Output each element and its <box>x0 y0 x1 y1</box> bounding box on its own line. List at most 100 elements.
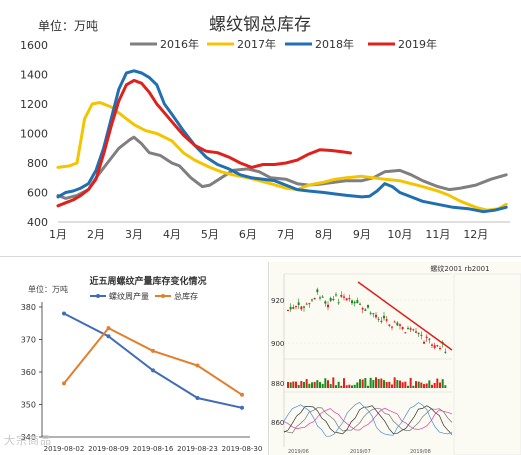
main-chart-legend: 2016年 2017年 2018年 2019年 <box>130 37 437 51</box>
indicator-line <box>283 405 453 435</box>
x-tick-label: 2019-08-30 <box>222 445 263 453</box>
candle-body <box>401 327 404 330</box>
y-tick-label: 1400 <box>20 69 48 82</box>
candle-body <box>367 305 369 308</box>
candle-body <box>439 348 441 350</box>
candle-body <box>300 306 303 310</box>
y-tick-label: 880 <box>271 380 284 388</box>
candle-body <box>391 326 393 328</box>
y-tick-label: 800 <box>27 157 48 170</box>
y-tick-label: 340 <box>21 433 36 442</box>
candle-body <box>407 327 409 329</box>
candle-body <box>337 302 340 304</box>
indicator-line <box>283 401 453 437</box>
volume-bar <box>348 384 351 388</box>
volume-bar <box>300 381 303 388</box>
volume-bar <box>295 381 297 388</box>
legend-label: 2017年 <box>237 37 276 51</box>
candle-body <box>404 332 407 334</box>
candle-body <box>396 322 399 326</box>
volume-bar <box>359 379 361 388</box>
candle-body <box>316 289 319 293</box>
stock-chart-y-axis: 920 900 880 860 <box>271 297 284 427</box>
volume-bar <box>428 380 431 388</box>
x-tick-label: 2019-08-23 <box>177 445 218 453</box>
data-point <box>195 396 200 400</box>
x-tick-label: 2019-08-09 <box>88 445 129 453</box>
candle-body <box>351 300 353 304</box>
candle-body <box>444 351 447 353</box>
volume-bar <box>351 385 353 388</box>
small-chart-y-axis: 340 350 360 370 380 <box>21 302 43 442</box>
volume-bar <box>391 384 393 388</box>
volume-bar <box>377 378 380 388</box>
series-line <box>56 101 508 212</box>
candle-body <box>343 296 345 298</box>
volume-bar <box>375 377 377 388</box>
volume-bar <box>417 381 420 388</box>
candle-body <box>335 294 337 296</box>
candle-body <box>332 298 335 301</box>
candle-body <box>313 298 316 300</box>
small-chart-legend: 螺纹周产量 总库存 <box>90 291 198 301</box>
date-label: 2019/07 <box>350 449 371 455</box>
volume-bar <box>364 378 367 388</box>
candle-body <box>388 324 391 326</box>
stock-chart-header: 螺纹2001 rb2001 <box>430 264 489 273</box>
x-tick-label: 10月 <box>387 228 412 241</box>
data-point <box>62 311 66 316</box>
y-tick-label: 1600 <box>20 39 48 52</box>
y-tick-label: 900 <box>271 340 284 348</box>
quote-side-panel <box>453 273 521 455</box>
y-tick-label: 370 <box>21 336 36 345</box>
series-line <box>56 69 508 214</box>
candle-body <box>415 331 417 333</box>
watermark-text: 大宗商品 <box>4 434 52 447</box>
candle-body <box>369 312 372 314</box>
candle-body <box>399 324 401 326</box>
y-tick-label: 380 <box>21 303 36 312</box>
volume-bar <box>401 382 404 388</box>
volume-bar <box>407 385 409 388</box>
candle-body <box>428 338 431 340</box>
volume-bar <box>319 382 321 388</box>
candle-body <box>324 301 327 304</box>
volume-bar <box>412 385 415 388</box>
series-line <box>63 312 243 409</box>
candle-body <box>311 299 313 301</box>
candle-body <box>377 318 380 320</box>
volume-bar <box>439 382 441 388</box>
candle-body <box>340 295 343 297</box>
stock-chart-candles <box>287 281 453 388</box>
vertical-divider <box>268 262 269 455</box>
data-point <box>151 348 155 353</box>
data-point <box>106 326 111 331</box>
volume-bar <box>367 385 369 388</box>
volume-bar <box>436 378 439 388</box>
x-tick-label: 3月 <box>125 228 143 241</box>
legend-label: 2019年 <box>398 37 437 51</box>
candle-body <box>292 307 295 309</box>
candle-body <box>417 333 420 335</box>
volume-bar <box>305 379 308 388</box>
weekly-production-inventory-chart: 近五周螺纹产量库存变化情况 单位：万吨 螺纹周产量 总库存 340 350 360 37… <box>21 275 263 453</box>
main-chart-series <box>56 69 508 214</box>
data-point <box>151 368 155 373</box>
volume-bar <box>311 382 313 388</box>
x-tick-label: 12月 <box>463 228 488 241</box>
volume-bar <box>332 377 335 388</box>
volume-bar <box>441 379 444 388</box>
candle-body <box>409 328 412 330</box>
data-point <box>62 381 66 386</box>
date-label: 2019/06 <box>288 449 309 455</box>
volume-bar <box>444 385 447 388</box>
x-tick-label: 2月 <box>87 228 105 241</box>
volume-bar <box>321 383 324 388</box>
candle-body <box>431 344 433 346</box>
volume-bar <box>345 385 348 388</box>
main-chart-x-axis: 1月 2月 3月 4月 5月 6月 7月 8月 9月 10月 11月 12月 <box>49 221 510 241</box>
small-chart-title: 近五周螺纹产量库存变化情况 <box>89 275 206 287</box>
volume-bar <box>287 382 289 388</box>
candle-body <box>327 304 329 308</box>
